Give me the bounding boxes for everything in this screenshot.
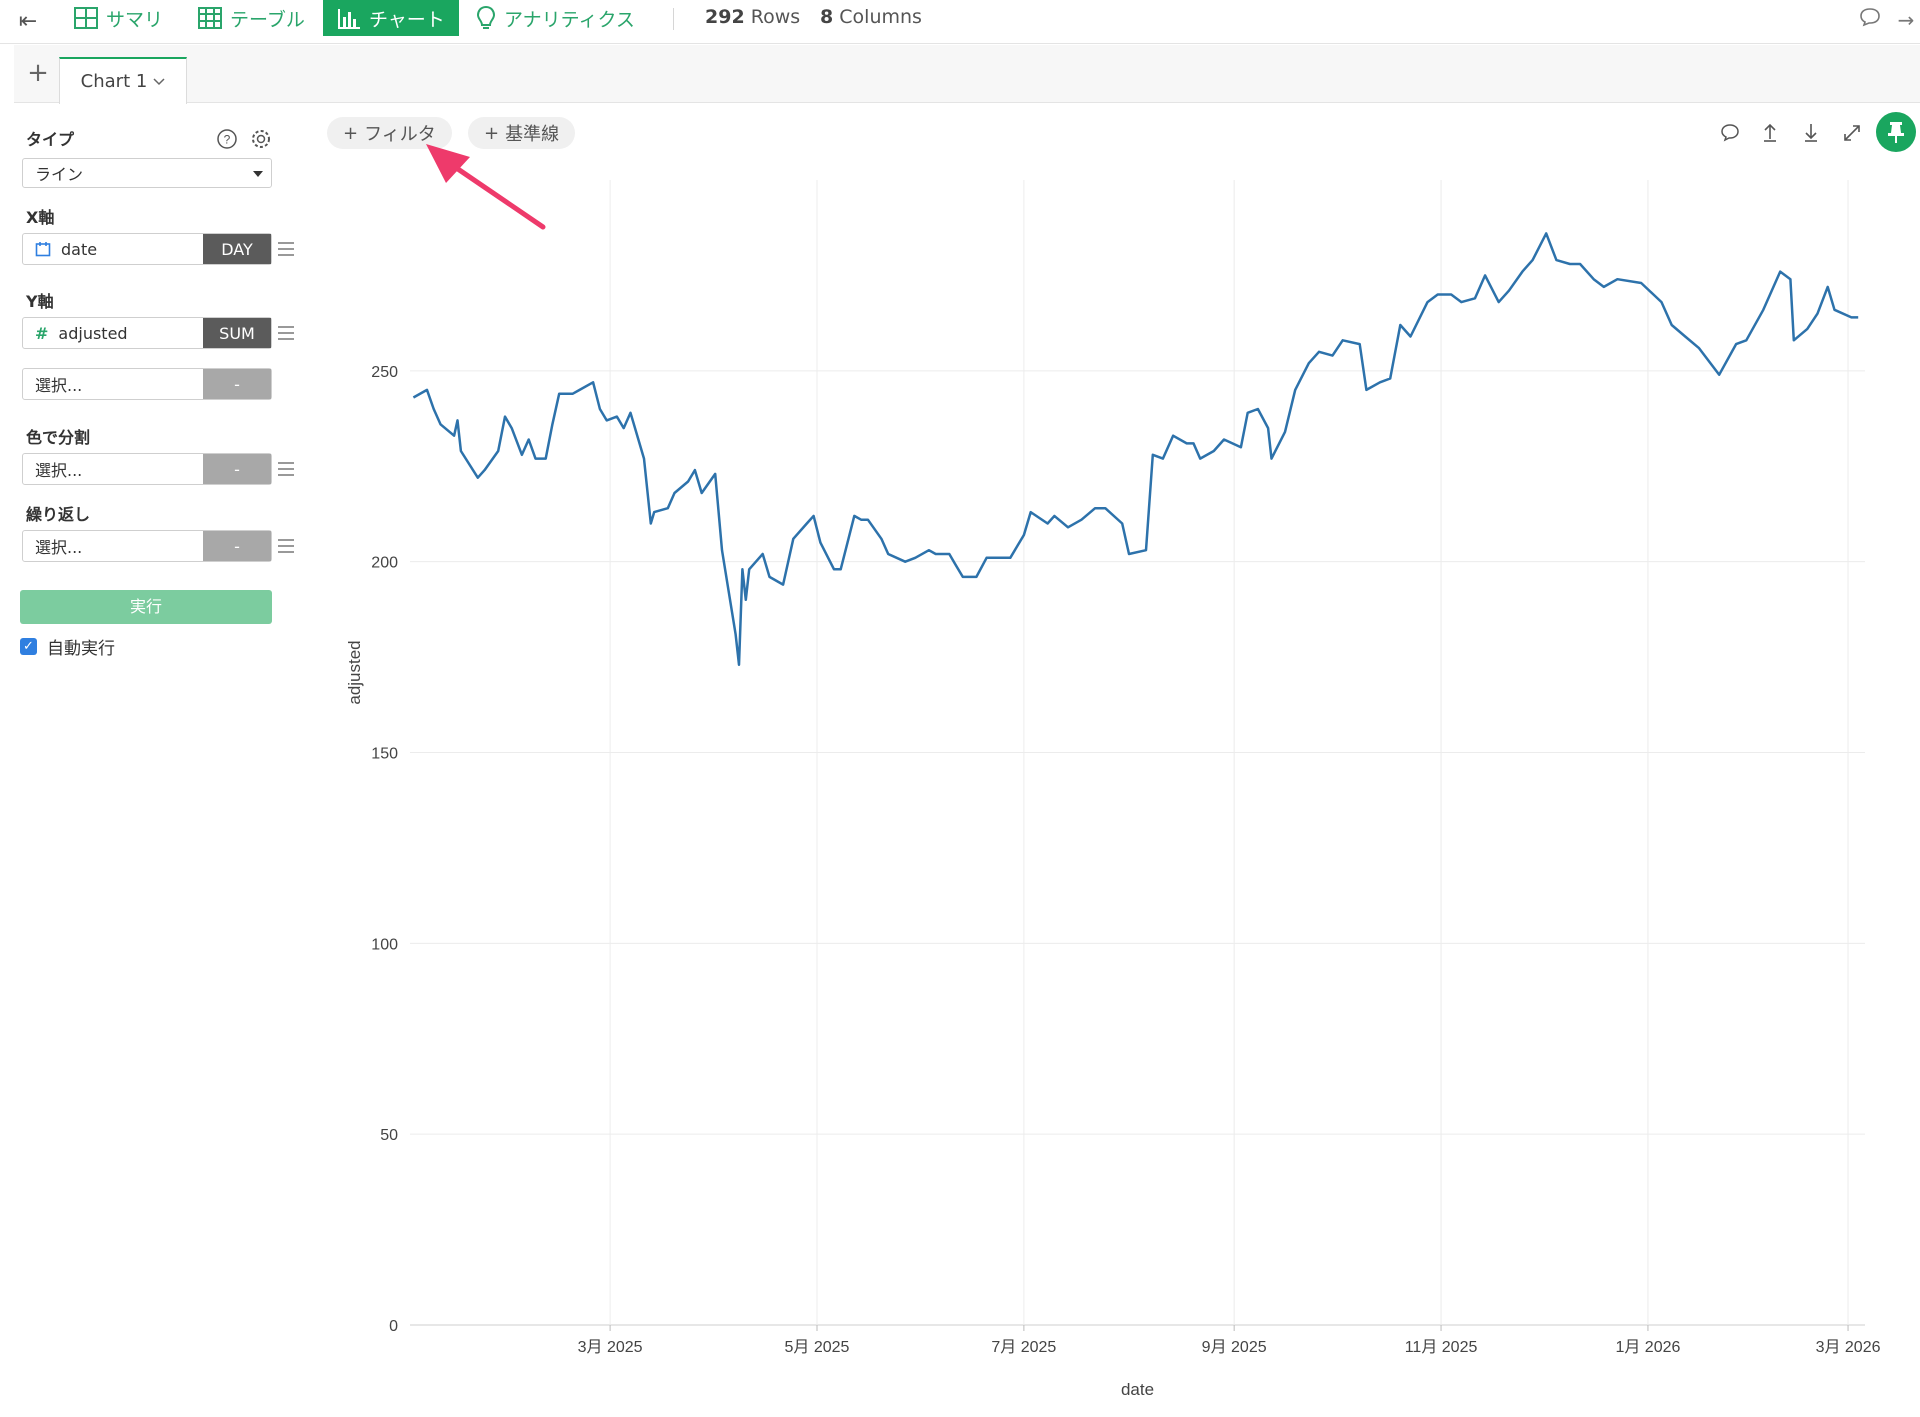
- tab-analytics[interactable]: アナリティクス: [462, 0, 649, 36]
- y-axis-additional-field[interactable]: 選択... -: [22, 368, 272, 400]
- y-axis-aggregation-button[interactable]: SUM: [203, 318, 271, 348]
- x-tick-label: 7月 2025: [991, 1339, 1056, 1356]
- plus-icon: +: [343, 122, 359, 144]
- x-axis-field[interactable]: date DAY: [22, 233, 272, 265]
- x-tick-label: 5月 2025: [785, 1339, 850, 1356]
- help-icon[interactable]: ?: [216, 128, 238, 150]
- dropdown-caret-icon: [253, 171, 263, 177]
- number-hash-icon: #: [35, 323, 49, 343]
- x-axis-aggregation-button[interactable]: DAY: [203, 234, 271, 264]
- y-axis-additional-placeholder: 選択...: [35, 376, 83, 395]
- columns-count-value: 8: [820, 6, 834, 28]
- repeat-aggregation: -: [203, 531, 271, 561]
- x-tick-label: 3月 2025: [578, 1339, 643, 1356]
- pin-icon: [1888, 122, 1904, 143]
- y-axis-additional-aggregation: -: [203, 369, 271, 399]
- y-tick-label: 250: [371, 364, 398, 381]
- x-tick-label: 11月 2025: [1405, 1339, 1478, 1356]
- repeat-field[interactable]: 選択... -: [22, 530, 272, 562]
- columns-count: 8 Columns: [820, 6, 922, 28]
- chart-config-panel: タイプ ? ライン X軸 date DAY Y軸 # adjusted SUM …: [14, 104, 304, 1417]
- download-icon[interactable]: [1798, 120, 1824, 146]
- comment-icon[interactable]: [1717, 120, 1743, 146]
- menu-icon[interactable]: [278, 242, 294, 256]
- collapse-right-icon[interactable]: →: [1897, 8, 1915, 32]
- repeat-label: 繰り返し: [26, 505, 91, 524]
- toolbar-divider: [673, 8, 674, 30]
- y-axis-title: adjusted: [345, 640, 364, 704]
- plus-icon: +: [484, 122, 500, 144]
- table-icon: [198, 7, 222, 29]
- chart-tab-bar: + Chart 1: [14, 45, 1920, 104]
- auto-run-checkbox[interactable]: ✓ 自動実行: [20, 634, 115, 659]
- expand-icon[interactable]: [1839, 120, 1865, 146]
- calendar-icon: [35, 242, 51, 257]
- color-split-field[interactable]: 選択... -: [22, 453, 272, 485]
- tab-summary[interactable]: サマリ: [60, 0, 177, 36]
- add-reference-line-label: 基準線: [505, 124, 560, 145]
- series-line-adjusted: [412, 232, 1859, 666]
- upload-icon[interactable]: [1757, 120, 1783, 146]
- y-tick-label: 100: [371, 936, 398, 953]
- add-filter-label: フィルタ: [364, 124, 436, 145]
- add-reference-line-button[interactable]: + 基準線: [468, 117, 576, 149]
- tab-summary-label: サマリ: [106, 8, 164, 31]
- lightbulb-icon: [476, 5, 496, 29]
- tab-analytics-label: アナリティクス: [504, 8, 635, 31]
- bar-chart-icon: [338, 9, 360, 29]
- grid-icon: [74, 7, 98, 29]
- color-split-aggregation: -: [203, 454, 271, 484]
- y-tick-label: 50: [380, 1127, 398, 1144]
- x-axis-title: date: [1121, 1380, 1154, 1399]
- tab-chart-label: チャート: [369, 8, 445, 31]
- add-chart-button[interactable]: +: [27, 58, 49, 88]
- rows-count: 292 Rows: [705, 6, 800, 28]
- top-toolbar: ⇤ サマリ テーブル チャート: [0, 0, 1920, 44]
- add-filter-button[interactable]: + フィルタ: [327, 117, 452, 149]
- y-tick-label: 0: [389, 1318, 398, 1335]
- tab-chart[interactable]: チャート: [323, 0, 459, 36]
- x-axis-label: X軸: [26, 208, 55, 227]
- svg-text:?: ?: [224, 133, 231, 147]
- tab-chart-1[interactable]: Chart 1: [59, 57, 187, 104]
- collapse-left-icon[interactable]: ⇤: [18, 9, 38, 34]
- line-chart: 0 50 100 150 200 250 3月 2025 5月 2025 7月 2025 9月 2…: [345, 180, 1881, 1399]
- y-tick-label: 200: [371, 555, 398, 572]
- repeat-placeholder: 選択...: [35, 538, 83, 557]
- run-button[interactable]: 実行: [20, 590, 272, 624]
- chart-type-value: ライン: [35, 165, 84, 184]
- x-tick-label: 9月 2025: [1202, 1339, 1267, 1356]
- y-tick-label: 150: [371, 746, 398, 763]
- auto-run-label: 自動実行: [47, 639, 115, 659]
- columns-count-label: Columns: [839, 6, 922, 28]
- color-split-label: 色で分割: [26, 428, 91, 447]
- y-axis-field-name: adjusted: [58, 323, 128, 343]
- gear-icon[interactable]: [250, 128, 272, 150]
- menu-icon[interactable]: [278, 326, 294, 340]
- rows-count-value: 292: [705, 6, 745, 28]
- comment-icon[interactable]: [1856, 6, 1884, 34]
- x-tick-label: 1月 2026: [1615, 1339, 1680, 1356]
- checkbox-checked-icon[interactable]: ✓: [20, 638, 37, 655]
- menu-icon[interactable]: [278, 539, 294, 553]
- menu-icon[interactable]: [278, 462, 294, 476]
- chevron-down-icon: [153, 77, 165, 85]
- y-axis-field[interactable]: # adjusted SUM: [22, 317, 272, 349]
- chart-type-select[interactable]: ライン: [22, 158, 272, 188]
- color-split-placeholder: 選択...: [35, 461, 83, 480]
- tab-table[interactable]: テーブル: [184, 0, 319, 36]
- chart-tab-label: Chart 1: [80, 71, 148, 92]
- rows-count-label: Rows: [750, 6, 801, 28]
- type-label: タイプ: [26, 130, 75, 149]
- x-axis-field-name: date: [61, 239, 98, 259]
- y-axis-label: Y軸: [26, 292, 54, 311]
- x-tick-label: 3月 2026: [1816, 1339, 1881, 1356]
- tab-table-label: テーブル: [230, 8, 305, 31]
- pin-button[interactable]: [1876, 112, 1916, 152]
